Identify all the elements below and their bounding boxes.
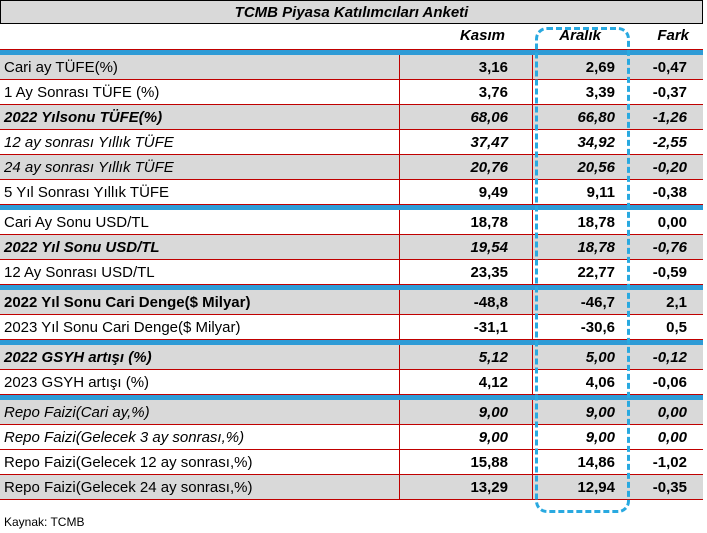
value-kasim: 37,47 <box>400 130 533 154</box>
value-fark: -0,20 <box>652 158 687 176</box>
header-aralik: Aralık <box>559 26 601 44</box>
table-row: 2022 Yıl Sonu USD/TL 19,54 18,78 -0,76 <box>0 235 703 260</box>
value-kasim: 5,12 <box>400 345 533 369</box>
row-label: 2022 Yıl Sonu USD/TL <box>0 235 400 259</box>
group-separator <box>0 340 703 345</box>
value-aralik: 18,78 <box>577 213 615 231</box>
row-label: 12 Ay Sonrası USD/TL <box>0 260 400 284</box>
value-aralik: 20,56 <box>577 158 615 176</box>
table-row: 2022 GSYH artışı (%) 5,12 5,00 -0,12 <box>0 345 703 370</box>
header-label <box>0 24 400 49</box>
row-label: 5 Yıl Sonrası Yıllık TÜFE <box>0 180 400 204</box>
row-label: Repo Faizi(Gelecek 24 ay sonrası,%) <box>0 475 400 499</box>
source-note: Kaynak: TCMB <box>4 515 85 529</box>
value-kasim: 15,88 <box>400 450 533 474</box>
row-label: 2023 Yıl Sonu Cari Denge($ Milyar) <box>0 315 400 339</box>
value-kasim: 3,76 <box>400 80 533 104</box>
table-row: Repo Faizi(Cari ay,%) 9,00 9,00 0,00 <box>0 400 703 425</box>
value-kasim: 68,06 <box>400 105 533 129</box>
value-kasim: 9,00 <box>400 400 533 424</box>
value-aralik: -30,6 <box>580 318 615 336</box>
value-aralik: 22,77 <box>577 263 615 281</box>
row-label: Cari Ay Sonu USD/TL <box>0 210 400 234</box>
value-aralik: 3,39 <box>585 83 615 101</box>
table-title: TCMB Piyasa Katılımcıları Anketi <box>0 0 703 24</box>
value-fark: 0,00 <box>657 428 687 446</box>
value-fark: -0,76 <box>652 238 687 256</box>
value-kasim: 9,00 <box>400 425 533 449</box>
value-fark: -0,47 <box>652 58 687 76</box>
value-fark: 0,5 <box>666 318 687 336</box>
table-row: 5 Yıl Sonrası Yıllık TÜFE 9,49 9,11 -0,38 <box>0 180 703 205</box>
value-aralik: 9,00 <box>585 403 615 421</box>
table-row: Repo Faizi(Gelecek 12 ay sonrası,%) 15,88… <box>0 450 703 475</box>
table-row: 2023 GSYH artışı (%) 4,12 4,06 -0,06 <box>0 370 703 395</box>
value-aralik: -46,7 <box>580 293 615 311</box>
value-kasim: 13,29 <box>400 475 533 499</box>
row-label: Repo Faizi(Gelecek 3 ay sonrası,%) <box>0 425 400 449</box>
value-kasim: 9,49 <box>400 180 533 204</box>
row-label: Repo Faizi(Cari ay,%) <box>0 400 400 424</box>
row-label: Cari ay TÜFE(%) <box>0 55 400 79</box>
value-kasim: 20,76 <box>400 155 533 179</box>
header-kasim: Kasım <box>459 26 505 44</box>
value-kasim: 19,54 <box>400 235 533 259</box>
row-label: 1 Ay Sonrası TÜFE (%) <box>0 80 400 104</box>
table-row: Repo Faizi(Gelecek 3 ay sonrası,%) 9,00 9,… <box>0 425 703 450</box>
value-fark: -1,02 <box>652 453 687 471</box>
row-label: 2022 GSYH artışı (%) <box>0 345 400 369</box>
value-aralik: 66,80 <box>577 108 615 126</box>
value-aralik: 34,92 <box>577 133 615 151</box>
value-kasim: -48,8 <box>400 290 533 314</box>
value-aralik: 9,11 <box>586 183 615 201</box>
row-label: 2022 Yıl Sonu Cari Denge($ Milyar) <box>0 290 400 314</box>
table-row: Cari Ay Sonu USD/TL 18,78 18,78 0,00 <box>0 210 703 235</box>
value-aralik: 18,78 <box>577 238 615 256</box>
table-row: 2023 Yıl Sonu Cari Denge($ Milyar) -31,1 -… <box>0 315 703 340</box>
table-row: Cari ay TÜFE(%) 3,16 2,69 -0,47 <box>0 55 703 80</box>
table-row: 12 ay sonrası Yıllık TÜFE 37,47 34,92 -2,55 <box>0 130 703 155</box>
table-row: 1 Ay Sonrası TÜFE (%) 3,76 3,39 -0,37 <box>0 80 703 105</box>
value-kasim: 23,35 <box>400 260 533 284</box>
value-aralik: 12,94 <box>577 478 615 496</box>
table-row: Repo Faizi(Gelecek 24 ay sonrası,%) 13,29… <box>0 475 703 500</box>
value-kasim: 3,16 <box>400 55 533 79</box>
survey-table: TCMB Piyasa Katılımcıları Anketi Kasım A… <box>0 0 703 500</box>
value-fark: -0,35 <box>652 478 687 496</box>
row-label: 12 ay sonrası Yıllık TÜFE <box>0 130 400 154</box>
value-kasim: 4,12 <box>400 370 533 394</box>
value-fark: -1,26 <box>652 108 687 126</box>
value-aralik: 2,69 <box>585 58 615 76</box>
value-fark: -0,38 <box>652 183 687 201</box>
group-separator <box>0 50 703 55</box>
header-fark: Fark <box>657 26 689 44</box>
row-label: 2023 GSYH artışı (%) <box>0 370 400 394</box>
row-label: 2022 Yılsonu TÜFE(%) <box>0 105 400 129</box>
value-kasim: 18,78 <box>400 210 533 234</box>
group-separator <box>0 205 703 210</box>
row-label: Repo Faizi(Gelecek 12 ay sonrası,%) <box>0 450 400 474</box>
value-fark: 2,1 <box>666 293 687 311</box>
header-row: Kasım Aralık Fark <box>0 24 703 50</box>
table-body: Cari ay TÜFE(%) 3,16 2,69 -0,47 1 Ay Sonrası… <box>0 50 703 500</box>
value-aralik: 4,06 <box>585 373 615 391</box>
table-row: 12 Ay Sonrası USD/TL 23,35 22,77 -0,59 <box>0 260 703 285</box>
value-fark: 0,00 <box>657 403 687 421</box>
value-aralik: 9,00 <box>585 428 615 446</box>
value-fark: -0,06 <box>652 373 687 391</box>
value-aralik: 14,86 <box>577 453 615 471</box>
value-kasim: -31,1 <box>400 315 533 339</box>
value-fark: -0,12 <box>652 348 687 366</box>
value-fark: -0,59 <box>652 263 687 281</box>
table-row: 24 ay sonrası Yıllık TÜFE 20,76 20,56 -0,20 <box>0 155 703 180</box>
value-fark: 0,00 <box>657 213 687 231</box>
value-aralik: 5,00 <box>585 348 615 366</box>
group-separator <box>0 285 703 290</box>
row-label: 24 ay sonrası Yıllık TÜFE <box>0 155 400 179</box>
value-fark: -2,55 <box>652 133 687 151</box>
group-separator <box>0 395 703 400</box>
value-fark: -0,37 <box>652 83 687 101</box>
table-row: 2022 Yılsonu TÜFE(%) 68,06 66,80 -1,26 <box>0 105 703 130</box>
table-row: 2022 Yıl Sonu Cari Denge($ Milyar) -48,8 -… <box>0 290 703 315</box>
